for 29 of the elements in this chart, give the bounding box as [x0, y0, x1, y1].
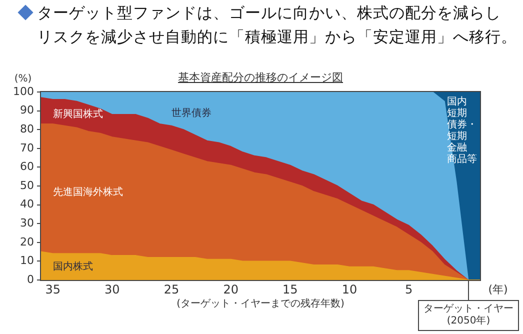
- series-label: 国内短期債券・短期金融商品等: [447, 95, 477, 165]
- chart-subtitle: 基本資産配分の推移のイメージ図: [177, 71, 344, 85]
- chart-title: ターゲット型ファンドは、ゴールに向かい、株式の配分を減らしリスクを減少させ自動的に「積極運用」から「安定運用」へ移行。: [37, 4, 517, 46]
- x-tick-label: 20: [223, 282, 238, 296]
- x-tick-label: 25: [164, 282, 180, 296]
- y-tick-label: 40: [20, 198, 34, 211]
- x-tick-label: 5: [404, 282, 413, 296]
- series-label: 新興国株式: [53, 108, 103, 120]
- y-tick-label: 10: [20, 254, 34, 268]
- text: (年): [488, 282, 508, 296]
- x-tick-label: 10: [342, 282, 358, 296]
- annotation: ターゲット・イヤー (2050年): [424, 304, 514, 327]
- y-tick-label: 20: [20, 235, 34, 248]
- y-tick-label: 100: [13, 84, 34, 98]
- x-tick-label: 30: [104, 282, 120, 296]
- y-tick-label: 60: [20, 160, 34, 174]
- y-tick-label: 30: [20, 216, 34, 230]
- series-label: 国内株式: [53, 260, 93, 272]
- x-axis-title: (ターゲット・イヤーまでの残存年数): [176, 298, 344, 310]
- x-tick-label: 35: [45, 282, 61, 296]
- y-axis-title: (%): [14, 74, 32, 85]
- y-tick-label: 70: [20, 141, 34, 154]
- y-tick-label: 50: [20, 178, 34, 192]
- y-tick-label: 0: [27, 272, 34, 286]
- series-label: 世界債券: [172, 107, 212, 120]
- y-tick-label: 90: [20, 104, 34, 117]
- x-tick-label: 15: [282, 282, 298, 296]
- series-label: 先進国海外株式: [53, 186, 123, 198]
- y-tick-label: 80: [20, 122, 34, 136]
